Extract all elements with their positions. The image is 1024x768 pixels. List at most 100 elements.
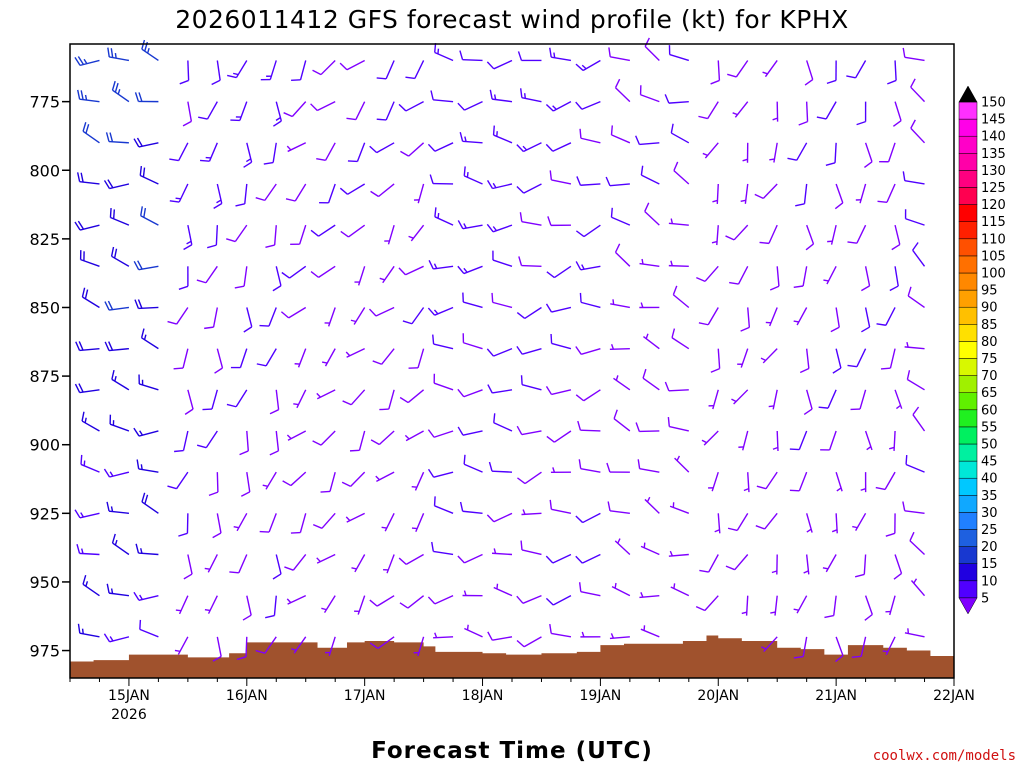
barb-staff — [551, 306, 572, 313]
wind-barb — [74, 509, 100, 519]
wind-barb — [402, 307, 425, 325]
wind-barb — [577, 420, 601, 432]
barb-staff — [411, 307, 425, 325]
barb-staff — [827, 389, 837, 409]
y-tick-label: 875 — [29, 367, 60, 386]
wind-barb — [755, 512, 778, 530]
barb-flag — [549, 499, 553, 510]
barb-staff — [613, 418, 631, 432]
y-tick-label: 825 — [29, 230, 60, 249]
barb-half-flag — [437, 213, 440, 219]
barb-half-flag — [433, 263, 438, 269]
wind-barb — [175, 595, 189, 615]
barb-staff — [433, 382, 454, 391]
barb-flag — [575, 555, 583, 564]
wind-barb — [211, 60, 221, 86]
wind-barb — [79, 250, 100, 267]
barb-half-flag — [860, 487, 866, 491]
barb-flag — [491, 292, 494, 303]
wind-barb — [75, 341, 100, 352]
wind-barb — [892, 101, 902, 127]
barb-staff — [246, 430, 249, 451]
barb-half-flag — [143, 334, 147, 340]
barb-flag — [520, 540, 523, 551]
barb-staff — [212, 307, 219, 328]
barb-staff — [358, 430, 366, 451]
wind-barb — [699, 554, 719, 573]
barb-staff — [640, 94, 660, 103]
barb-staff — [524, 306, 542, 320]
wind-barb — [140, 328, 159, 350]
barb-flag — [637, 459, 641, 469]
barb-flag — [910, 78, 916, 88]
barb-staff — [765, 471, 778, 490]
barb-half-flag — [316, 557, 321, 563]
wind-barb — [280, 306, 307, 319]
barb-flag — [893, 572, 902, 580]
barb-flag — [133, 591, 140, 601]
barb-half-flag — [114, 539, 118, 546]
barb-staff — [462, 58, 483, 62]
barb-flag — [889, 285, 899, 292]
wind-barb — [169, 183, 189, 203]
barb-flag — [486, 180, 494, 189]
colorbar-bin — [958, 153, 978, 171]
wind-barb — [610, 207, 631, 226]
barb-flag — [236, 656, 247, 661]
barb-flag — [167, 320, 177, 325]
barb-flag — [76, 544, 81, 554]
wind-barb — [430, 90, 454, 103]
wind-barb — [608, 47, 630, 62]
wind-barb — [379, 389, 395, 411]
wind-barb — [369, 636, 395, 650]
barb-half-flag — [581, 631, 585, 638]
barb-half-flag — [175, 609, 182, 612]
wind-barb — [204, 307, 219, 330]
wind-barb — [293, 389, 307, 409]
barb-flag — [173, 367, 184, 370]
barb-flag — [486, 348, 494, 357]
wind-barb — [82, 574, 100, 597]
barb-half-flag — [702, 152, 708, 157]
barb-staff — [433, 550, 454, 556]
colorbar-bin — [958, 580, 978, 599]
wind-barb — [545, 101, 572, 112]
barb-staff — [273, 225, 277, 246]
barb-staff — [582, 512, 601, 524]
barb-staff — [641, 174, 660, 185]
barb-flag — [342, 400, 352, 406]
wind-barb — [834, 183, 844, 210]
barb-flag — [457, 220, 464, 230]
barb-half-flag — [83, 58, 88, 65]
wind-barb — [803, 389, 813, 415]
terrain-area — [70, 635, 954, 678]
barb-flag — [830, 326, 840, 333]
wind-barb — [910, 78, 926, 103]
barb-flag — [610, 207, 613, 218]
barb-flag — [398, 557, 407, 565]
barb-flag — [106, 583, 110, 594]
barb-staff — [521, 384, 542, 391]
barb-staff — [492, 636, 513, 641]
barb-staff — [316, 101, 336, 112]
barb-half-flag — [496, 583, 499, 590]
wind-barb — [875, 471, 896, 491]
colorbar-bin — [958, 170, 978, 188]
barb-flag — [143, 207, 147, 218]
barb-half-flag — [522, 145, 528, 151]
barb-flag — [226, 403, 237, 408]
barb-staff — [405, 553, 424, 565]
barb-staff — [493, 512, 513, 523]
barb-staff — [377, 636, 395, 650]
colorbar-label: 40 — [981, 472, 998, 487]
wind-barb — [674, 455, 690, 473]
barb-flag — [272, 573, 282, 580]
wind-barb — [731, 389, 749, 405]
barb-staff — [290, 471, 307, 487]
barb-staff — [320, 430, 336, 446]
barb-staff — [672, 294, 690, 309]
wind-barb — [891, 224, 901, 251]
barb-staff — [268, 307, 277, 327]
wind-barb — [737, 348, 749, 368]
wind-barb — [411, 513, 425, 533]
